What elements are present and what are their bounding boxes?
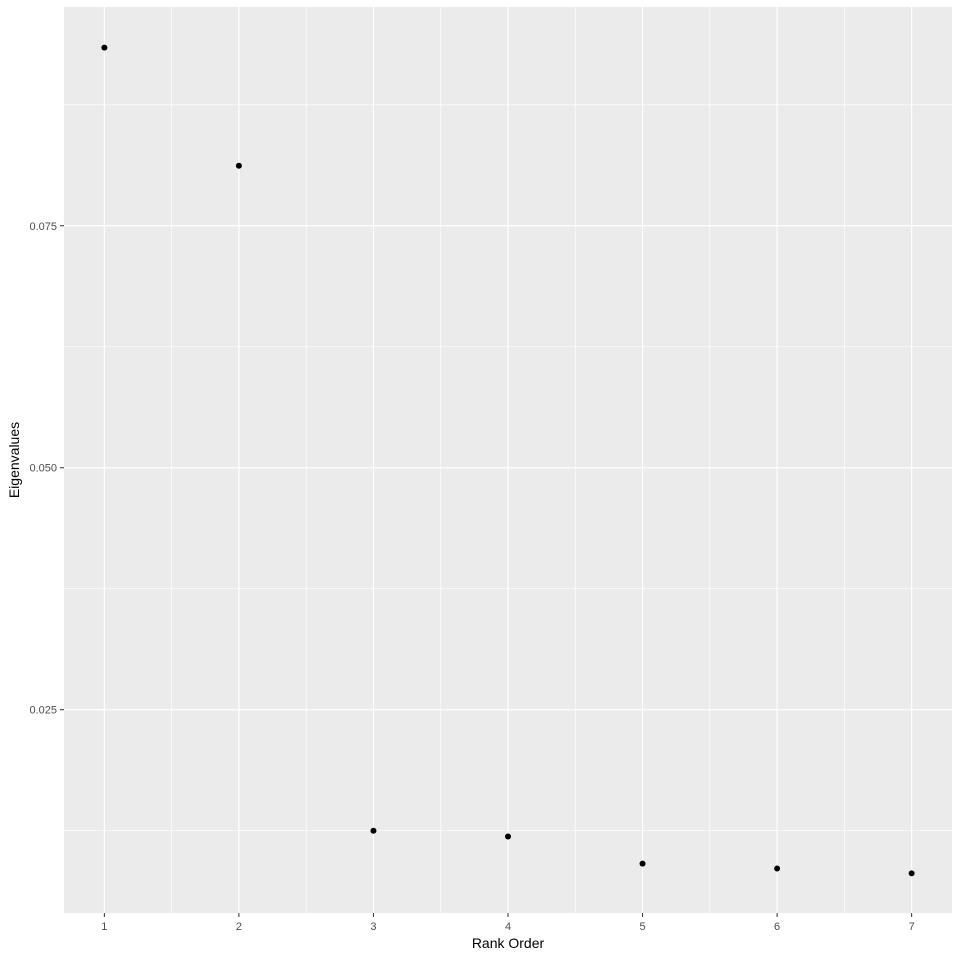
data-point [370,827,377,834]
y-tick-label: 0.075 [29,221,57,233]
x-tick-label: 4 [505,921,511,933]
data-point [639,860,646,867]
y-tick-label: 0.025 [29,705,57,717]
x-tick-label: 1 [101,921,107,933]
data-point [908,870,915,877]
x-tick-label: 6 [774,921,780,933]
x-tick-label: 7 [909,921,915,933]
data-point [235,162,242,169]
data-point [774,865,781,872]
data-point [505,833,511,840]
x-tick-label: 3 [370,921,376,933]
y-tick-label: 0.050 [29,463,57,475]
x-axis-label: Rank Order [472,935,545,951]
x-tick-label: 2 [236,921,242,933]
x-tick-label: 5 [639,921,645,933]
data-point [101,44,108,51]
y-axis-label: Eigenvalues [6,422,22,498]
